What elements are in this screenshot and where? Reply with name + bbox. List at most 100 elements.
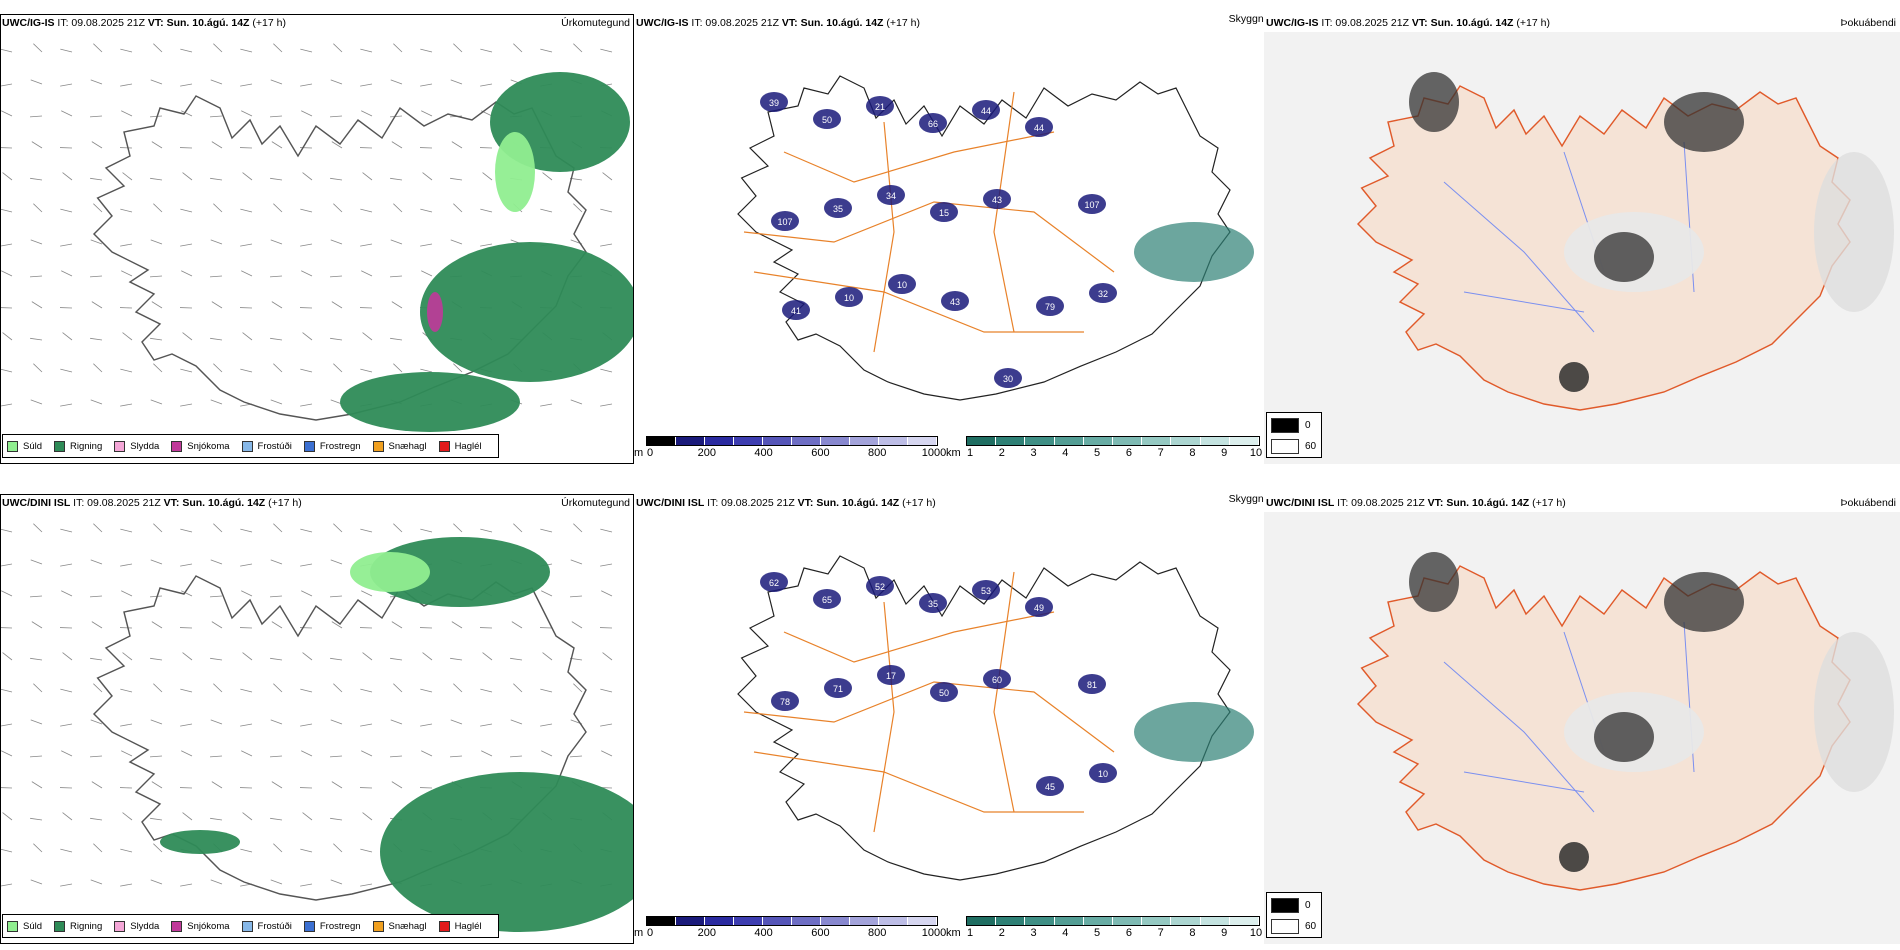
wind-barb — [150, 755, 163, 758]
wind-barb — [61, 110, 73, 117]
cloud-base-patch — [941, 291, 969, 311]
wind-barb — [302, 172, 313, 181]
wind-barb — [30, 239, 43, 245]
wind-barb — [150, 879, 163, 885]
wind-barb — [93, 683, 103, 693]
wind-barb — [300, 48, 313, 53]
wind-barb — [600, 243, 613, 247]
precip-type-map — [0, 523, 634, 932]
wind-barb — [2, 812, 13, 821]
wind-barb — [90, 719, 103, 725]
colorbar-tick: 200 — [697, 927, 716, 939]
wind-barb — [210, 275, 223, 278]
wind-barb — [240, 243, 253, 247]
wind-barb — [91, 141, 103, 149]
wind-barb — [210, 879, 223, 885]
wind-barb — [153, 203, 163, 213]
wind-barb — [211, 781, 223, 789]
colorbar-tick: 0 — [646, 447, 654, 459]
fog-index-map — [1264, 512, 1900, 944]
wind-barb — [242, 172, 253, 181]
cloud-base-value: 21 — [875, 102, 885, 112]
wind-barb — [30, 595, 43, 598]
wind-barb — [482, 652, 493, 661]
wind-barb — [240, 563, 253, 567]
wind-barb — [330, 595, 343, 598]
cloud-base-value: 107 — [1084, 200, 1099, 210]
wind-barb — [390, 239, 403, 245]
colorbar-bin — [792, 917, 821, 925]
fog-area — [1594, 712, 1654, 762]
wind-barb — [31, 301, 43, 309]
colorbar-bin — [1113, 437, 1143, 445]
colorbar-bin — [996, 917, 1026, 925]
legend-item: Frostregn — [303, 920, 361, 932]
wind-barb — [360, 243, 373, 247]
colorbar-unit: m — [634, 927, 644, 939]
cloud-base-value: 43 — [992, 195, 1002, 205]
wind-barb — [90, 275, 103, 278]
wind-barb — [542, 652, 553, 661]
legend-swatch — [114, 920, 126, 932]
wind-barb — [90, 337, 103, 341]
wind-barb — [360, 368, 373, 373]
panel-header: UWC/IG-IS IT: 09.08.2025 21Z VT: Sun. 10… — [634, 14, 1264, 32]
wind-barb — [361, 750, 373, 757]
wind-barb — [330, 817, 343, 821]
wind-barb — [273, 43, 283, 53]
legend-label: Frostregn — [319, 440, 361, 452]
colorbar-tick: 6 — [1125, 447, 1132, 459]
colorbar-bin — [1229, 437, 1260, 445]
wind-barb — [33, 843, 43, 853]
wind-barb — [273, 843, 283, 853]
colorbar-bin — [734, 437, 763, 445]
wind-barb — [270, 817, 283, 821]
wind-barb — [153, 523, 163, 533]
colorbar-bin — [1142, 437, 1172, 445]
wind-barb — [1, 590, 13, 597]
wind-barb — [301, 270, 313, 277]
rain-area — [370, 537, 550, 607]
valid-time-label: VT: — [1427, 497, 1444, 509]
legend-swatch — [438, 920, 450, 932]
wind-barb — [513, 43, 523, 53]
valid-time-label: VT: — [781, 17, 798, 29]
river-line — [1463, 291, 1585, 313]
wind-barb — [2, 332, 13, 341]
wind-barb — [30, 879, 43, 885]
wind-barb — [271, 781, 283, 789]
wind-barb — [542, 172, 553, 181]
wind-barb — [30, 337, 43, 341]
wind-barb — [450, 657, 463, 661]
wind-barb — [122, 812, 133, 821]
wind-barb — [450, 177, 463, 181]
wind-barb — [330, 719, 343, 725]
fog-area — [1664, 92, 1744, 152]
wind-barb — [273, 523, 283, 533]
wind-barb — [602, 652, 613, 661]
wind-barb — [91, 621, 103, 629]
wind-barb — [541, 590, 553, 597]
wind-barb — [30, 719, 43, 725]
wind-barb — [450, 79, 463, 85]
cloud-base-value: 43 — [950, 297, 960, 307]
wind-barb — [62, 172, 73, 181]
wind-barb — [391, 781, 403, 789]
fog-legend-value: 60 — [1305, 440, 1317, 452]
cloud-base-value: 50 — [822, 115, 832, 125]
lead-time: (+17 h) — [268, 497, 302, 509]
wind-barb — [361, 110, 373, 117]
precip-legend: Súld Rigning Slydda Snjókoma Frostúði Frostre… — [2, 914, 499, 938]
road-line — [993, 571, 1015, 813]
wind-barb — [210, 719, 223, 725]
colorbar-bin — [676, 437, 705, 445]
wind-barb — [300, 563, 313, 567]
wind-barb — [150, 177, 163, 181]
wind-barb — [333, 683, 343, 693]
wind-barb — [420, 528, 433, 533]
fog-legend-swatch — [1271, 897, 1299, 913]
panel-frame — [0, 14, 634, 464]
colorbar-bin — [1054, 917, 1084, 925]
wind-barb — [362, 332, 373, 341]
wind-barb — [300, 368, 313, 373]
